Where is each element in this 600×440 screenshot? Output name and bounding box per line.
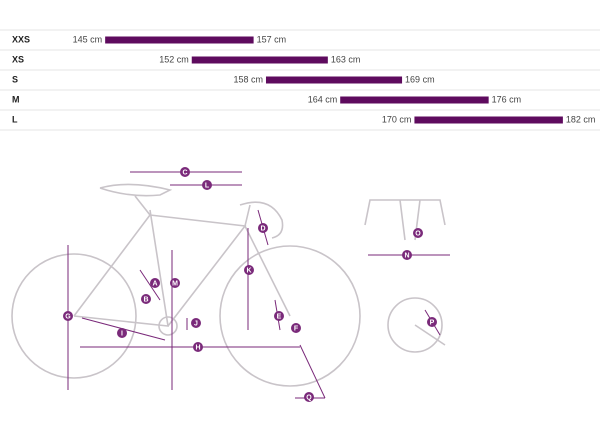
end-label: 157 cm <box>257 34 287 44</box>
dimension-label: B <box>141 294 151 304</box>
label-badge <box>170 278 180 288</box>
label-letter: N <box>404 252 409 259</box>
label-letter: O <box>415 230 421 237</box>
dimension-label: E <box>274 311 284 321</box>
size-chart: XXS 145 cm 157 cm XS 152 cm 163 cm S 158 cm 169 … <box>0 29 600 131</box>
bike-diagram <box>11 171 450 399</box>
dimension-label: J <box>191 318 201 328</box>
label-badge <box>193 342 203 352</box>
label-badge <box>63 311 73 321</box>
range-bar <box>340 96 489 104</box>
dimension-label: H <box>193 342 203 352</box>
dimension-label: C <box>180 167 190 177</box>
label-letter: J <box>194 320 198 327</box>
label-badge <box>258 223 268 233</box>
label-badge <box>202 180 212 190</box>
label-badge <box>274 311 284 321</box>
dimension-label: A <box>150 278 160 288</box>
dimension-label: D <box>258 223 268 233</box>
label-badge <box>191 318 201 328</box>
start-label: 170 cm <box>382 114 412 124</box>
size-label: XXS <box>12 34 30 44</box>
dimension-label: M <box>170 278 180 288</box>
label-badge <box>150 278 160 288</box>
dimension-label: L <box>202 180 212 190</box>
dimension-label: K <box>244 265 254 275</box>
end-label: 163 cm <box>331 54 361 64</box>
label-badge <box>402 250 412 260</box>
dimension-label: Q <box>304 392 314 402</box>
start-label: 158 cm <box>233 74 263 84</box>
label-letter: P <box>430 319 435 326</box>
start-label: 152 cm <box>159 54 189 64</box>
label-badge <box>244 265 254 275</box>
label-letter: C <box>182 169 187 176</box>
label-letter: L <box>205 182 210 189</box>
label-badge <box>291 323 301 333</box>
label-badge <box>141 294 151 304</box>
range-bar <box>265 76 403 84</box>
dimension-label: F <box>291 323 301 333</box>
label-badge <box>427 317 437 327</box>
label-letter: D <box>260 225 265 232</box>
label-letter: H <box>195 344 200 351</box>
label-letter: A <box>152 280 157 287</box>
dimension-label: N <box>402 250 412 260</box>
label-letter: E <box>277 313 282 320</box>
label-letter: M <box>172 280 178 287</box>
label-letter: B <box>143 296 148 303</box>
size-label: S <box>12 74 18 84</box>
label-letter: K <box>246 267 251 274</box>
label-badge <box>117 328 127 338</box>
size-label: L <box>12 114 18 124</box>
range-bar <box>105 36 254 44</box>
label-letter: F <box>294 325 299 332</box>
range-bar <box>414 116 563 124</box>
dimension-label: I <box>117 328 127 338</box>
start-label: 164 cm <box>308 94 338 104</box>
dimension-label: P <box>427 317 437 327</box>
end-label: 176 cm <box>492 94 522 104</box>
end-label: 169 cm <box>405 74 435 84</box>
label-badge <box>413 228 423 238</box>
size-label: M <box>12 94 20 104</box>
start-label: 145 cm <box>73 34 103 44</box>
label-letter: I <box>121 330 123 337</box>
size-label: XS <box>12 54 24 64</box>
label-letter: Q <box>306 394 312 401</box>
end-label: 182 cm <box>566 114 596 124</box>
label-badge <box>180 167 190 177</box>
label-badge <box>304 392 314 402</box>
dimension-label: O <box>413 228 423 238</box>
range-bar <box>191 56 328 64</box>
dimension-label: G <box>63 311 73 321</box>
dimension-labels: C L D A M K B E J F I H G Q O N P <box>63 167 437 402</box>
label-letter: G <box>65 313 71 320</box>
